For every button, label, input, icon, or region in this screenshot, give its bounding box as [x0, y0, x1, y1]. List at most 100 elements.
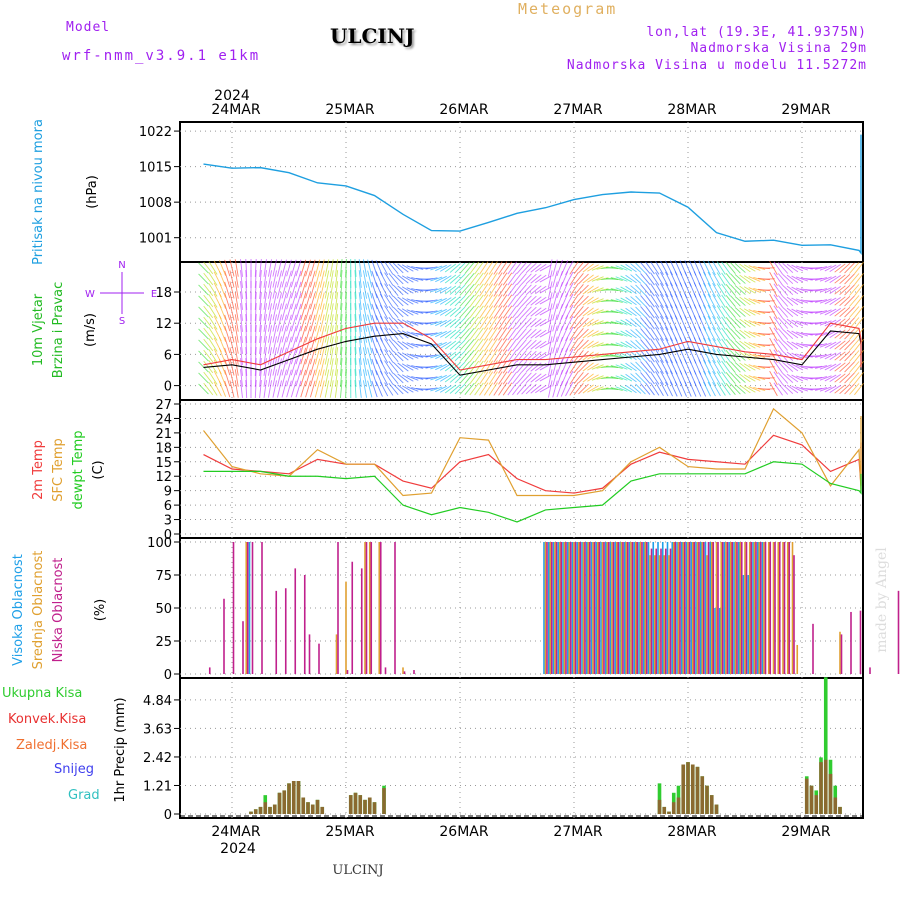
wind-arrow — [502, 283, 513, 297]
wind-arrow — [854, 272, 864, 286]
wind-arrow — [854, 338, 864, 352]
precip-konvek-bar — [348, 795, 353, 814]
wind-arrow — [203, 327, 214, 341]
lonlat-label: lon,lat (19.3E, 41.9375N) — [646, 25, 867, 40]
wind-arrow — [345, 379, 347, 399]
wind-arrow — [525, 372, 537, 384]
model-name: wrf-nmm_v3.9.1 e1km — [62, 48, 261, 64]
wind-arrow — [240, 270, 243, 288]
wind-arrow — [721, 316, 731, 330]
wind-arrow — [354, 358, 357, 376]
wind-arrow — [198, 328, 209, 340]
wind-arrow — [730, 372, 741, 384]
wind-arrow — [259, 270, 262, 288]
wind-arrow — [521, 295, 532, 307]
wind-arrow — [290, 303, 297, 321]
wind-arrow — [488, 360, 498, 374]
wind-arrow — [319, 314, 325, 332]
wind-arrow — [829, 297, 841, 305]
wind-arrow — [324, 303, 330, 321]
wind-arrow — [516, 328, 527, 340]
wind-arrow — [560, 348, 569, 364]
wind-arrow — [748, 265, 761, 271]
wind-arrow — [300, 292, 307, 310]
wind-arrow — [229, 336, 235, 354]
wind-arrow — [358, 369, 362, 387]
wind-arrow — [615, 375, 628, 381]
wind-arrow — [725, 295, 736, 307]
legend-konvek: Konvek.Kisa — [8, 712, 86, 727]
wind-axis-title-1: 10m Vjetar — [31, 293, 46, 366]
wind-arrow — [605, 311, 619, 313]
wind-arrow — [234, 369, 239, 387]
wind-arrow — [198, 284, 209, 296]
wind-arrow — [739, 373, 751, 383]
wind-arrow — [716, 272, 726, 286]
wind-arrow — [630, 362, 642, 372]
wind-arrow — [439, 352, 452, 360]
wind-arrow — [208, 371, 218, 385]
wind-arrow — [786, 329, 799, 339]
wind-arrow — [435, 341, 447, 349]
wind-axis-title-2: Brzina i Pravac — [51, 282, 66, 379]
wind-arrow — [824, 264, 837, 272]
top-date-25MAR: 25MAR — [325, 102, 374, 118]
wind-arrow — [498, 305, 508, 319]
wind-arrow — [507, 327, 518, 341]
wind-arrow — [397, 285, 409, 295]
wind-arrow — [707, 337, 716, 353]
wind-arrow — [245, 325, 248, 343]
wind-arrow — [229, 380, 235, 398]
wind-arrow — [582, 274, 594, 284]
wind-arrow — [516, 383, 527, 395]
wind-arrow — [819, 287, 832, 293]
wind-arrow — [339, 314, 343, 332]
chart-marks — [180, 134, 900, 817]
wind-arrow — [620, 363, 633, 371]
wind-arrow — [254, 314, 257, 332]
wind-arrow — [208, 338, 218, 352]
wind-arrow — [716, 283, 726, 297]
wind-arrow — [773, 294, 783, 308]
wind-arrow — [272, 358, 278, 376]
elevation-label: Nadmorska Visina 29m — [690, 41, 867, 56]
wind-arrow — [844, 361, 855, 373]
wind-arrow — [354, 270, 357, 288]
wind-arrow — [198, 306, 209, 318]
wind-arrow — [615, 386, 628, 392]
ytick-label: 100 — [147, 536, 172, 551]
wind-arrow — [281, 259, 287, 277]
precip-konvek-bar — [676, 797, 681, 814]
wind-arrow — [379, 359, 389, 375]
wind-arrow — [224, 259, 231, 277]
wind-arrow — [834, 263, 846, 273]
wind-arrow — [379, 260, 389, 276]
wind-arrow — [488, 305, 498, 319]
wind-arrow — [712, 370, 721, 386]
wind-arrow — [367, 281, 373, 299]
wind-arrow — [358, 358, 362, 376]
wind-arrow — [712, 304, 721, 320]
wind-arrow — [849, 284, 860, 296]
wind-arrow — [459, 383, 470, 395]
wind-arrow — [319, 347, 325, 365]
wind-arrow — [703, 282, 711, 298]
wind-arrow — [743, 341, 756, 349]
ytick-label: 3 — [164, 514, 172, 529]
wind-arrow — [502, 338, 513, 352]
wind-arrow — [454, 284, 466, 296]
wind-arrow — [208, 272, 218, 286]
wind-arrow — [591, 342, 604, 348]
wind-arrow — [224, 347, 231, 365]
wind-arrow — [786, 362, 799, 372]
wind-arrow — [358, 270, 362, 288]
wind-arrow — [198, 295, 209, 307]
wind-arrow — [286, 369, 292, 387]
wind-arrow — [565, 348, 574, 364]
wind-arrow — [277, 325, 282, 343]
wind-arrow — [844, 328, 855, 340]
wind-arrow — [234, 303, 239, 321]
precip-konvek-bar — [320, 806, 325, 814]
wind-arrow — [493, 338, 503, 352]
wind-arrow — [493, 382, 503, 396]
